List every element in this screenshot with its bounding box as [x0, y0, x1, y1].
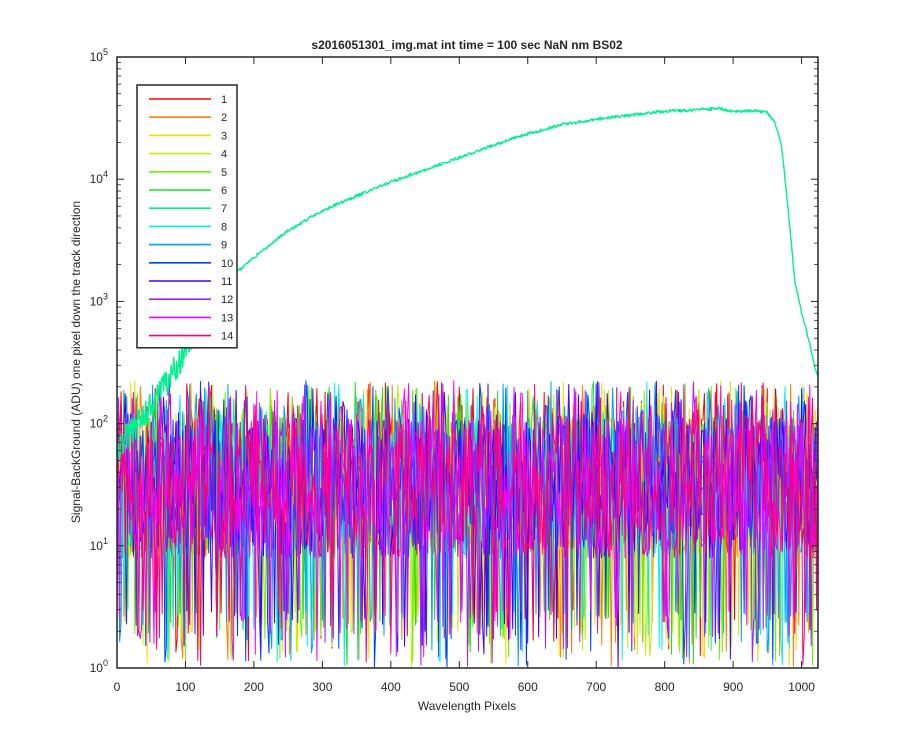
- legend-box: [136, 84, 238, 349]
- y-tick-label: 101: [90, 536, 108, 553]
- x-tick-label: 300: [312, 680, 332, 694]
- legend-label-4: 4: [221, 149, 227, 161]
- axes-box: [116, 56, 819, 669]
- legend-label-3: 3: [221, 130, 227, 142]
- x-tick-label: 1000: [788, 680, 815, 694]
- x-tick-label: 0: [114, 680, 121, 694]
- legend-label-10: 10: [221, 258, 233, 270]
- legend-label-6: 6: [221, 185, 227, 197]
- y-tick-label: 100: [90, 658, 108, 675]
- x-tick-label: 400: [381, 680, 401, 694]
- legend-label-11: 11: [221, 276, 232, 288]
- legend-label-9: 9: [221, 240, 227, 252]
- data-layer: [116, 106, 819, 669]
- x-tick-label: 500: [449, 680, 469, 694]
- legend-label-7: 7: [221, 203, 227, 215]
- series-line-14: [116, 381, 819, 666]
- series-line-13: [116, 380, 819, 661]
- legend-label-12: 12: [221, 294, 233, 306]
- x-tick-label: 600: [518, 680, 538, 694]
- y-axis-label: Signal-BackGround (ADU) one pixel down t…: [69, 201, 83, 523]
- legend-label-8: 8: [221, 221, 227, 233]
- legend-label-5: 5: [221, 167, 227, 179]
- x-tick-label: 900: [723, 680, 743, 694]
- legend-label-2: 2: [221, 112, 227, 124]
- y-tick-label: 102: [90, 414, 108, 431]
- x-axis-label: Wavelength Pixels: [418, 699, 516, 713]
- chart-title: s2016051301_img.mat int time = 100 sec N…: [311, 38, 623, 52]
- y-tick-label: 104: [90, 169, 108, 186]
- x-tick-label: 800: [655, 680, 675, 694]
- ticks-layer: 0 100 200 300 400 500 600 700 800 900 100010010110…: [90, 47, 818, 694]
- legend-label-13: 13: [221, 312, 233, 324]
- legend-label-1: 1: [221, 94, 227, 106]
- x-tick-label: 200: [244, 680, 264, 694]
- legend-label-14: 14: [221, 331, 233, 343]
- series-line-8: [116, 381, 819, 666]
- x-tick-label: 100: [175, 680, 195, 694]
- y-tick-label: 103: [90, 291, 108, 308]
- y-tick-label: 105: [90, 47, 108, 64]
- x-tick-label: 700: [586, 680, 606, 694]
